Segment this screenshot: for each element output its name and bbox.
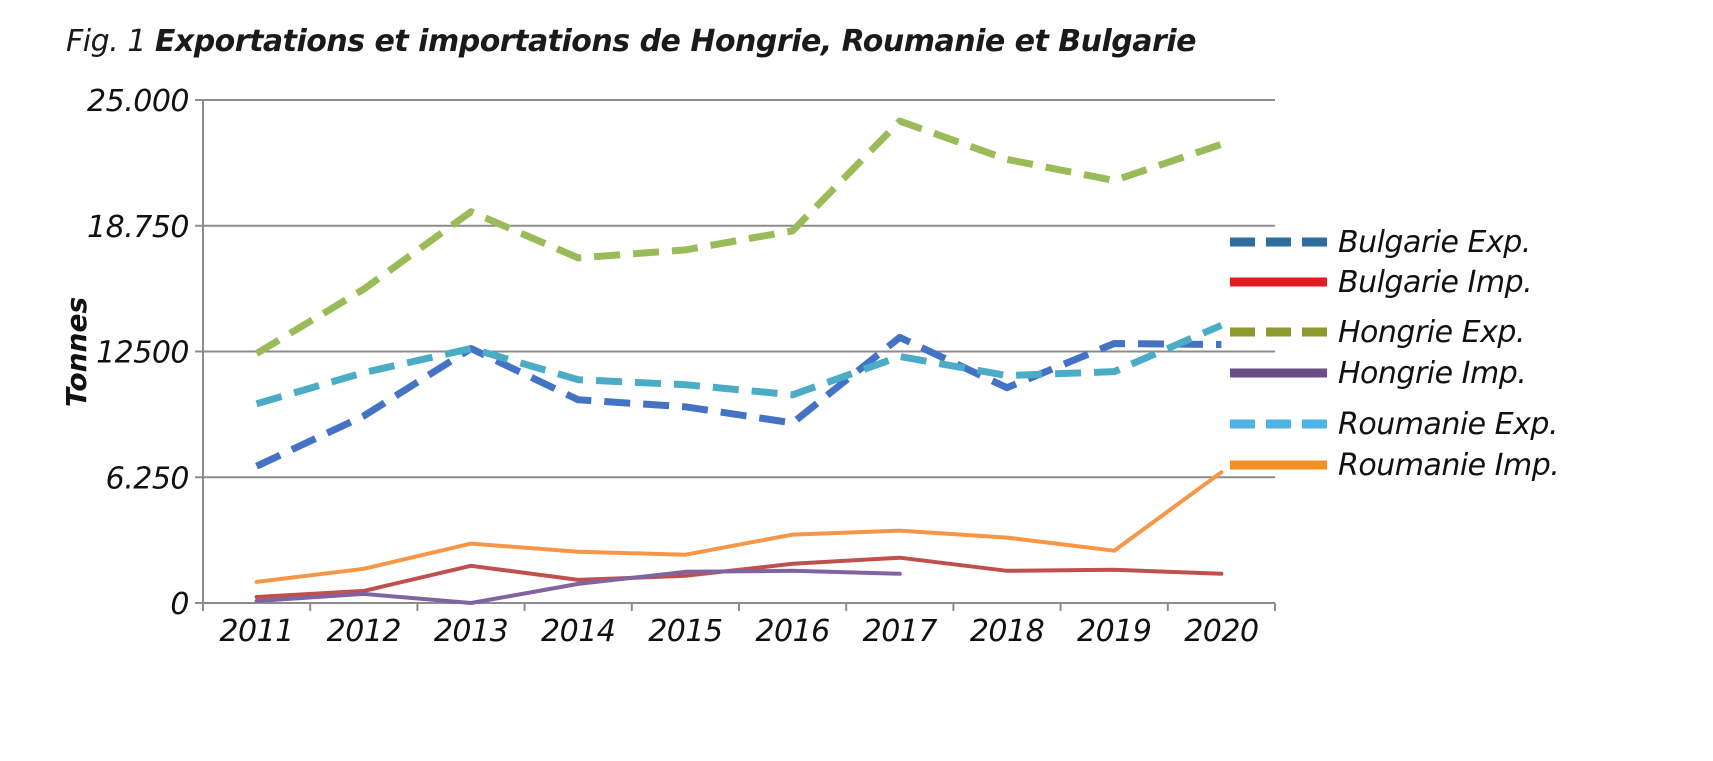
gridlines [195,99,1275,604]
x-tick-labels: 2011 2012 2013 2014 2015 2016 2017 2018 2019 2020 [219,614,1259,649]
series-line-roumanie-imp [254,470,1224,584]
y-tick-label: 0 [170,587,189,622]
series-line-roumanie-exp [255,322,1223,408]
legend-label: Hongrie Imp. [1338,356,1526,391]
legend-label: Roumanie Exp. [1338,407,1558,442]
chart-title: Fig. 1 Exportations et importations de H… [66,24,1196,59]
x-tick-label: 2020 [1184,614,1258,649]
figure-number: Fig. 1 [66,24,155,59]
legend-label: Roumanie Imp. [1338,448,1559,483]
x-tick-label: 2012 [327,614,401,649]
legend-label: Hongrie Exp. [1338,315,1525,350]
y-axis-label: Tonnes [60,297,93,407]
x-tick-label: 2014 [541,614,615,649]
axes [202,100,1276,611]
x-tick-label: 2016 [755,614,829,649]
legend-label: Bulgarie Imp. [1338,265,1532,300]
y-tick-label: 12500 [96,336,189,371]
x-tick-label: 2019 [1077,614,1151,649]
x-tick-label: 2015 [648,614,722,649]
series-line-hongrie-imp [254,568,902,605]
y-tick-labels: 0 6.250 12500 18.750 25.000 [87,84,189,622]
y-tick-label: 18.750 [87,210,189,245]
series-line-hongrie-exp [254,117,1223,357]
legend-label: Bulgarie Exp. [1338,225,1531,260]
series-line-bulgarie-imp [254,555,1224,599]
y-tick-label: 6.250 [106,461,189,496]
x-tick-label: 2013 [434,614,508,649]
y-tick-label: 25.000 [87,84,189,119]
legend: Bulgarie Exp. Bulgarie Imp. Hongrie Exp. Ho… [1230,225,1560,483]
x-tick-label: 2011 [219,614,293,649]
series-lines [254,117,1224,605]
x-tick-label: 2017 [863,614,938,649]
x-tick-label: 2018 [970,614,1044,649]
title-text: Exportations et importations de Hongrie,… [154,24,1197,59]
series-line-bulgarie-exp [255,333,1222,470]
